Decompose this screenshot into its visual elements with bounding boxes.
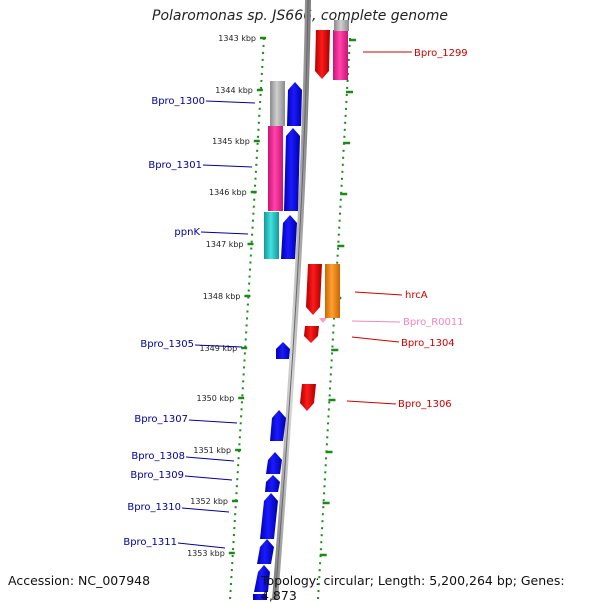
kbp-tick-label: 1349 kbp [199,344,237,353]
gene-bpro-1304-arrow[interactable] [304,326,319,343]
gene-bottom-arrow-1[interactable] [254,565,270,592]
kbp-tick-label: 1343 kbp [218,34,256,43]
leader-line [346,400,397,405]
gene-bpro-r0011-rna[interactable] [319,318,327,323]
genome-summary-text: Topology: circular; Length: 5,200,264 bp… [261,573,565,603]
gene-label-bpro-1306[interactable]: Bpro_1306 [398,399,452,410]
gene-hrca-arrow[interactable] [306,264,322,315]
gene-label-bpro-1309[interactable]: Bpro_1309 [130,470,184,481]
gene-bpro-1299-arrow[interactable] [315,30,330,79]
gene-bpro-1301-feature[interactable] [268,126,283,211]
kbp-ticks: 1343 kbp 1344 kbp 1345 kbp 1346 kbp 1347 kbp… [187,34,356,558]
leader-line [177,542,226,549]
kbp-tick-label: 1346 kbp [209,188,247,197]
leader-line [351,320,401,323]
leader-line [202,164,253,168]
reverse-strand-genes [300,20,349,411]
gene-bpro-1310-arrow[interactable] [260,493,278,539]
gene-label-bpro-1299[interactable]: Bpro_1299 [414,48,468,59]
leader-line [188,419,238,424]
gene-label-hrca[interactable]: hrcA [405,290,428,301]
gene-label-bpro-1307[interactable]: Bpro_1307 [134,414,188,425]
gene-label-bpro-1305[interactable]: Bpro_1305 [140,339,194,350]
gene-bpro-1307-arrow[interactable] [270,410,286,441]
genome-title: Polaromonas sp. JS666, complete genome [152,8,448,24]
gene-bottom-arrow-2[interactable] [253,594,267,600]
gene-bpro-1306-arrow[interactable] [300,384,316,411]
gene-ppnk-arrow[interactable] [281,215,297,259]
gene-bpro-1300-arrow[interactable] [287,82,302,126]
leader-line [185,456,235,462]
leader-line [205,100,256,104]
accession-text: Accession: NC_007948 [8,573,151,588]
genome-backbone [272,0,311,600]
leader-line [184,475,233,481]
inner-tick-ring [229,37,265,600]
kbp-tick-label: 1351 kbp [193,446,231,455]
gene-label-bpro-1311[interactable]: Bpro_1311 [123,537,177,548]
kbp-tick-label: 1345 kbp [212,137,250,146]
gene-ppnk-feature[interactable] [264,212,279,259]
gene-bpro-1299-feature[interactable] [333,30,348,80]
gene-bpro-1309-arrow[interactable] [265,475,280,492]
forward-strand-genes [253,81,302,600]
gene-label-bpro-1308[interactable]: Bpro_1308 [131,451,185,462]
leader-line [181,507,230,513]
gene-hrca-feature[interactable] [325,264,340,318]
kbp-tick-label: 1352 kbp [190,497,228,506]
forward-gene-labels: Bpro_1300 Bpro_1301 ppnK Bpro_1305 Bpro_… [123,96,256,549]
kbp-tick-label: 1350 kbp [196,394,234,403]
gene-bpro-1300-feature[interactable] [270,81,285,126]
gene-top-gray-feature[interactable] [334,20,349,31]
gene-label-bpro-1301[interactable]: Bpro_1301 [148,160,202,171]
kbp-tick-label: 1344 kbp [215,86,253,95]
leader-line [200,231,249,235]
gene-label-bpro-r0011[interactable]: Bpro_R0011 [403,317,464,328]
gene-label-bpro-1304[interactable]: Bpro_1304 [401,338,455,349]
leader-line [351,336,400,343]
reverse-gene-labels: Bpro_1299 hrcA Bpro_R0011 Bpro_1304 Bpro… [346,48,468,410]
kbp-tick-label: 1348 kbp [203,292,241,301]
genome-backbone-edge [274,0,309,600]
kbp-tick-label: 1347 kbp [206,240,244,249]
kbp-tick-label: 1353 kbp [187,549,225,558]
gene-bpro-1308-arrow[interactable] [266,452,282,474]
gene-bpro-1301-arrow[interactable] [284,128,300,211]
gene-label-bpro-1300[interactable]: Bpro_1300 [151,96,205,107]
leader-line [354,291,403,296]
leader-line [194,344,243,348]
gene-bpro-1311-arrow[interactable] [257,539,274,564]
gene-bpro-1305-arrow[interactable] [276,342,290,359]
gene-label-bpro-1310[interactable]: Bpro_1310 [127,502,181,513]
gene-label-ppnk[interactable]: ppnK [174,227,200,238]
outer-tick-ring [317,37,351,600]
